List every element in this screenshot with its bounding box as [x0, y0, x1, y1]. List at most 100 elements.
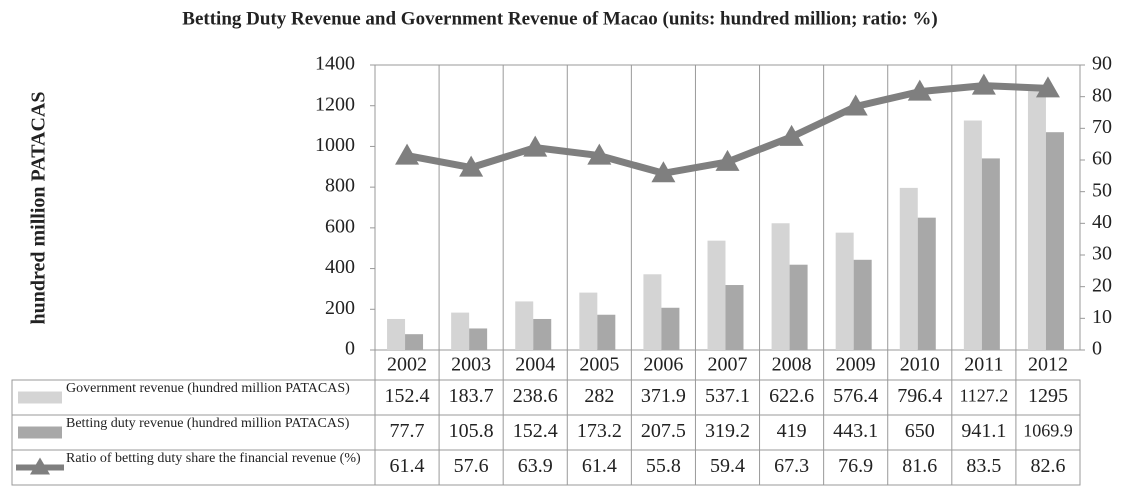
y2-tick-label: 0 [1092, 338, 1102, 360]
table-cell: 77.7 [390, 420, 425, 442]
table-cell: 238.6 [513, 385, 558, 407]
table-cell: 173.2 [577, 420, 622, 442]
table-cell: 76.9 [838, 455, 873, 477]
line-marker [523, 135, 548, 157]
chart-title: Betting Duty Revenue and Government Reve… [182, 8, 937, 29]
line-marker [459, 155, 484, 177]
x-tick-label: 2005 [579, 354, 619, 376]
table-cell: 443.1 [833, 420, 878, 442]
table-cell: 622.6 [769, 385, 814, 407]
line-marker [395, 143, 420, 165]
legend-entry: Betting duty revenue (hundred million PA… [66, 416, 350, 431]
table-cell: 67.3 [774, 455, 809, 477]
table-cell: 576.4 [833, 385, 878, 407]
bar [1045, 132, 1064, 350]
legend-label: Betting duty revenue (hundred million PA… [66, 416, 350, 431]
legend-label: Ratio of betting duty share the financia… [66, 451, 361, 466]
legend-entry: Government revenue (hundred million PATA… [66, 381, 350, 396]
bar [853, 259, 872, 350]
bar [469, 328, 488, 350]
bar [643, 274, 662, 350]
y2-tick-label: 40 [1092, 211, 1112, 233]
bar [835, 232, 854, 350]
y2-tick-label: 30 [1092, 243, 1112, 265]
bar [451, 312, 470, 350]
bar [387, 318, 406, 350]
y-tick-label: 800 [325, 175, 355, 197]
table-cell: 152.4 [513, 420, 558, 442]
table-cell: 650 [905, 420, 935, 442]
y2-tick-label: 80 [1092, 84, 1112, 106]
table-cell: 59.4 [710, 455, 745, 477]
table-cell: 61.4 [582, 455, 617, 477]
x-tick-label: 2009 [836, 354, 876, 376]
x-tick-label: 2002 [387, 354, 427, 376]
table-cell: 83.5 [966, 455, 1001, 477]
legend-marker [30, 457, 50, 475]
legend-swatch [18, 426, 62, 439]
table-cell: 152.4 [385, 385, 430, 407]
table-cell: 796.4 [897, 385, 942, 407]
line-marker [715, 149, 740, 171]
line-marker [651, 161, 676, 183]
table-cell: 1127.2 [959, 386, 1008, 406]
line-marker [1035, 76, 1060, 98]
table-cell: 63.9 [518, 455, 553, 477]
y-axis-label: hundred million PATACAS [28, 91, 50, 324]
bar [1027, 86, 1046, 350]
bar [899, 187, 918, 350]
bar [707, 240, 726, 350]
bar [533, 318, 552, 350]
table-cell: 537.1 [705, 385, 750, 407]
line-marker [843, 94, 868, 116]
bar [981, 158, 1000, 350]
y2-tick-label: 60 [1092, 148, 1112, 170]
table-cell: 1295 [1028, 385, 1068, 407]
y-tick-label: 1000 [315, 134, 355, 156]
y2-tick-label: 20 [1092, 274, 1112, 296]
table-cell: 81.6 [902, 455, 937, 477]
bar [771, 223, 790, 350]
y2-tick-label: 70 [1092, 116, 1112, 138]
line-marker [779, 124, 804, 146]
bar [725, 285, 744, 350]
y-tick-label: 400 [325, 256, 355, 278]
bar [661, 307, 680, 350]
legend-swatch [18, 391, 62, 404]
y-tick-label: 1200 [315, 93, 355, 115]
table-cell: 319.2 [705, 420, 750, 442]
table-cell: 105.8 [449, 420, 494, 442]
x-tick-label: 2004 [515, 354, 555, 376]
x-tick-label: 2003 [451, 354, 491, 376]
legend-label: Government revenue (hundred million PATA… [66, 381, 350, 396]
table-cell: 1069.9 [1023, 421, 1073, 441]
y2-tick-label: 10 [1092, 306, 1112, 328]
table-cell: 419 [777, 420, 807, 442]
y-tick-label: 600 [325, 215, 355, 237]
x-tick-label: 2010 [900, 354, 940, 376]
x-tick-label: 2011 [964, 354, 1003, 376]
y-tick-label: 200 [325, 297, 355, 319]
line-marker [587, 143, 612, 165]
legend-entry: Ratio of betting duty share the financia… [66, 451, 361, 466]
table-cell: 183.7 [449, 385, 494, 407]
bar [963, 120, 982, 350]
y2-tick-label: 90 [1092, 53, 1112, 75]
bar [579, 292, 598, 350]
table-cell: 282 [584, 385, 614, 407]
table-cell: 61.4 [390, 455, 425, 477]
bar [789, 264, 808, 350]
x-tick-label: 2012 [1028, 354, 1068, 376]
table-cell: 57.6 [454, 455, 489, 477]
y-tick-label: 0 [345, 338, 355, 360]
x-tick-label: 2006 [643, 354, 683, 376]
line-marker [907, 79, 932, 101]
line-marker [971, 73, 996, 95]
bar [917, 217, 936, 350]
y2-tick-label: 50 [1092, 179, 1112, 201]
table-cell: 55.8 [646, 455, 681, 477]
x-tick-label: 2008 [772, 354, 812, 376]
bar [405, 334, 424, 350]
bar [597, 314, 616, 350]
